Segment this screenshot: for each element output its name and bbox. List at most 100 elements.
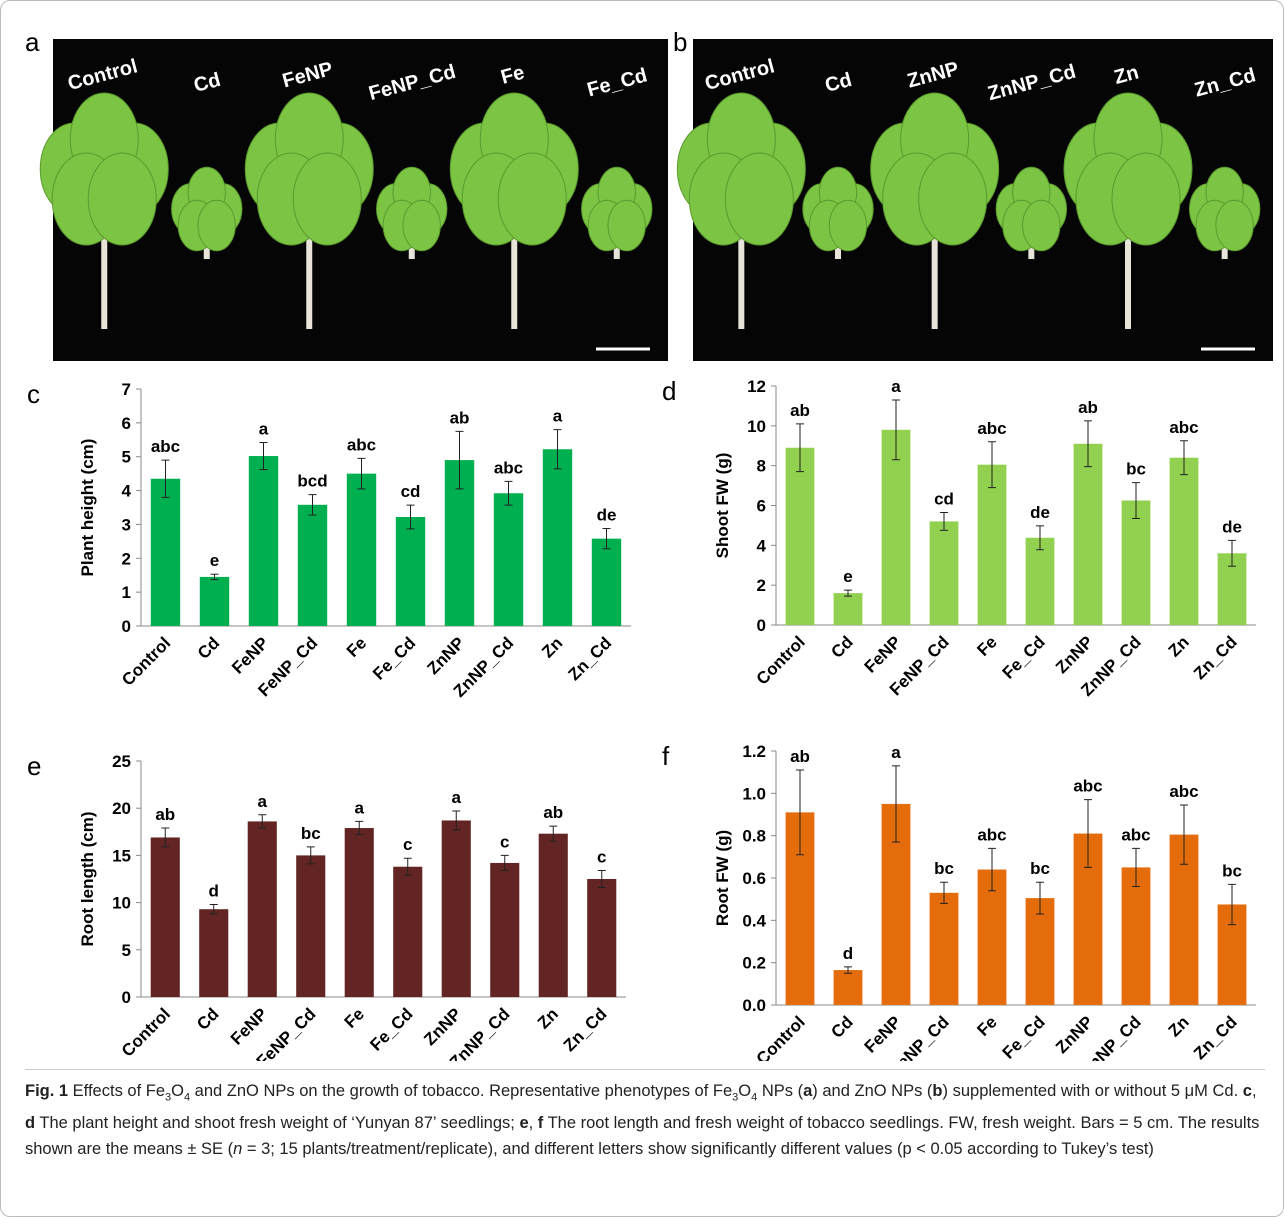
leaf: [198, 200, 235, 251]
x-tick-label: Zn: [534, 1004, 562, 1032]
caption-run: ) and ZnO NPs (: [812, 1082, 932, 1100]
y-tick-label: 4: [122, 482, 132, 501]
caption-run: ,: [529, 1114, 538, 1132]
caption-run: Fig. 1: [25, 1082, 68, 1100]
x-tick-label: Zn_Cd: [1190, 632, 1241, 683]
y-tick-label: 12: [747, 377, 766, 396]
x-tick-label: Fe: [343, 633, 370, 660]
x-tick-label: Zn: [538, 633, 566, 661]
leaf: [1112, 153, 1180, 245]
bar: [396, 517, 425, 626]
x-tick-label: Fe_Cd: [999, 632, 1049, 682]
bar: [1026, 538, 1055, 625]
y-tick-label: 1.2: [742, 742, 766, 761]
significance-letter: abc: [977, 419, 1006, 438]
leaf: [293, 153, 361, 245]
panel-label: f: [662, 741, 670, 771]
bar: [1122, 867, 1151, 1005]
y-tick-label: 10: [112, 894, 131, 913]
bar: [249, 456, 278, 626]
caption-run: n: [233, 1140, 242, 1158]
caption-run: The plant height and shoot fresh weight …: [35, 1114, 519, 1132]
significance-letter: bc: [301, 824, 321, 843]
bar: [298, 505, 327, 626]
bar: [786, 448, 815, 625]
leaf: [1023, 200, 1060, 251]
bar: [151, 837, 180, 997]
bar: [834, 593, 863, 625]
x-tick-label: Fe_Cd: [999, 1012, 1049, 1061]
x-tick-label: Cd: [193, 1004, 222, 1033]
bar: [296, 855, 325, 997]
significance-letter: ab: [543, 803, 563, 822]
caption-run: ) supplemented with or without 5 μM Cd.: [943, 1082, 1243, 1100]
bar: [1170, 458, 1199, 625]
bar: [1122, 501, 1151, 625]
significance-letter: c: [500, 832, 509, 851]
y-tick-label: 0.8: [742, 827, 766, 846]
significance-letter: de: [597, 505, 617, 524]
significance-letter: e: [843, 567, 852, 586]
caption-run: ,: [1252, 1082, 1257, 1100]
y-tick-label: 15: [112, 846, 131, 865]
y-tick-label: 10: [747, 417, 766, 436]
bar: [442, 820, 471, 997]
x-tick-label: Cd: [827, 632, 856, 661]
x-tick-label: Zn_Cd: [560, 1004, 611, 1055]
significance-letter: cd: [401, 482, 421, 501]
panel-label: e: [27, 751, 41, 781]
x-tick-label: Fe: [341, 1004, 368, 1031]
y-axis-label: Shoot FW (g): [713, 453, 732, 559]
bar: [543, 449, 572, 626]
caption-run: b: [932, 1082, 942, 1100]
significance-letter: e: [210, 551, 219, 570]
y-tick-label: 4: [757, 536, 767, 555]
y-tick-label: 25: [112, 752, 131, 771]
significance-letter: ab: [155, 805, 175, 824]
x-tick-label: ZnNP: [424, 633, 469, 678]
leaf: [829, 200, 866, 251]
significance-letter: a: [452, 788, 462, 807]
panel-label: b: [673, 27, 687, 57]
significance-letter: d: [843, 944, 853, 963]
y-tick-label: 8: [757, 457, 766, 476]
significance-letter: a: [258, 792, 268, 811]
leaf: [498, 153, 566, 245]
x-tick-label: FeNP: [228, 633, 272, 677]
bar: [834, 970, 863, 1005]
bar: [490, 863, 519, 997]
x-tick-label: Zn_Cd: [564, 633, 615, 684]
significance-letter: abc: [1121, 825, 1150, 844]
bar: [978, 465, 1007, 625]
x-tick-label: Zn_Cd: [1190, 1012, 1241, 1061]
bar: [151, 479, 180, 626]
significance-letter: de: [1222, 517, 1242, 536]
y-tick-label: 3: [122, 515, 131, 534]
y-tick-label: 0: [122, 617, 131, 636]
bar: [199, 909, 228, 997]
y-tick-label: 20: [112, 799, 131, 818]
significance-letter: c: [403, 835, 412, 854]
significance-letter: abc: [1073, 777, 1102, 796]
significance-letter: bcd: [297, 472, 327, 491]
x-tick-label: Fe: [973, 1012, 1000, 1039]
significance-letter: d: [209, 881, 219, 900]
bar: [930, 893, 959, 1005]
significance-letter: abc: [1169, 782, 1198, 801]
bar: [930, 521, 959, 625]
bar: [539, 834, 568, 997]
figure-graphics: aControlCdFeNPFeNP_CdFeFe_CdbControlCdZn…: [1, 1, 1283, 1061]
figure: aControlCdFeNPFeNP_CdFeFe_CdbControlCdZn…: [0, 0, 1284, 1217]
y-tick-label: 2: [122, 549, 131, 568]
significance-letter: ab: [1078, 398, 1098, 417]
caption-run: a: [803, 1082, 812, 1100]
x-tick-label: ZnNP: [1052, 1012, 1097, 1057]
significance-letter: abc: [1169, 418, 1198, 437]
x-tick-label: ZnNP: [420, 1004, 465, 1049]
caption: Fig. 1 Effects of Fe3O4 and ZnO NPs on t…: [25, 1069, 1265, 1162]
y-tick-label: 0: [757, 616, 766, 635]
significance-letter: a: [891, 377, 901, 396]
bar: [345, 828, 374, 997]
significance-letter: cd: [934, 489, 954, 508]
y-tick-label: 0.0: [742, 996, 766, 1015]
